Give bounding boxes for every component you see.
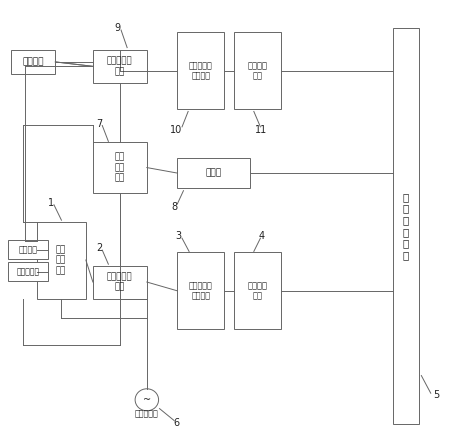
Text: 10: 10: [170, 125, 183, 135]
Text: 11: 11: [255, 125, 268, 135]
Text: 6: 6: [173, 418, 179, 428]
FancyBboxPatch shape: [93, 50, 147, 83]
FancyBboxPatch shape: [234, 32, 280, 109]
Text: 外部校准源: 外部校准源: [17, 267, 40, 276]
FancyBboxPatch shape: [93, 142, 147, 193]
Text: 2: 2: [96, 243, 102, 253]
Text: 5: 5: [433, 389, 439, 400]
FancyBboxPatch shape: [177, 253, 224, 329]
Text: 射频输入: 射频输入: [19, 245, 38, 254]
Text: 内部校准源: 内部校准源: [135, 410, 159, 419]
Text: 单刀
多掉
开关: 单刀 多掉 开关: [56, 245, 67, 275]
Text: 输出通程控
增益模块: 输出通程控 增益模块: [189, 61, 213, 81]
FancyBboxPatch shape: [177, 32, 224, 109]
FancyBboxPatch shape: [177, 158, 250, 188]
Text: 1: 1: [48, 198, 54, 208]
FancyBboxPatch shape: [37, 222, 86, 299]
Text: ~: ~: [143, 395, 151, 405]
FancyBboxPatch shape: [393, 28, 419, 424]
Text: 3: 3: [176, 231, 182, 241]
Text: 输出定向耦
合器: 输出定向耦 合器: [107, 57, 133, 76]
FancyBboxPatch shape: [93, 265, 147, 299]
Text: 输出变频
模块: 输出变频 模块: [247, 61, 267, 81]
Text: 信
号
处
理
单
元: 信 号 处 理 单 元: [403, 192, 409, 260]
Text: 射频输出: 射频输出: [22, 58, 44, 66]
FancyBboxPatch shape: [11, 50, 55, 74]
Text: 7: 7: [96, 119, 102, 129]
Text: 输入定向耦
合器: 输入定向耦 合器: [107, 272, 133, 292]
Text: 输入变频
模块: 输入变频 模块: [247, 281, 267, 300]
Text: 功率计: 功率计: [206, 169, 222, 178]
Text: 9: 9: [115, 23, 121, 33]
Text: 输入通程控
增益模块: 输入通程控 增益模块: [189, 281, 213, 300]
FancyBboxPatch shape: [8, 262, 48, 281]
Text: 射频
开关
阵列: 射频 开关 阵列: [115, 153, 125, 183]
FancyBboxPatch shape: [234, 253, 280, 329]
FancyBboxPatch shape: [8, 241, 48, 259]
Text: 8: 8: [171, 202, 177, 212]
Text: 4: 4: [259, 231, 265, 241]
